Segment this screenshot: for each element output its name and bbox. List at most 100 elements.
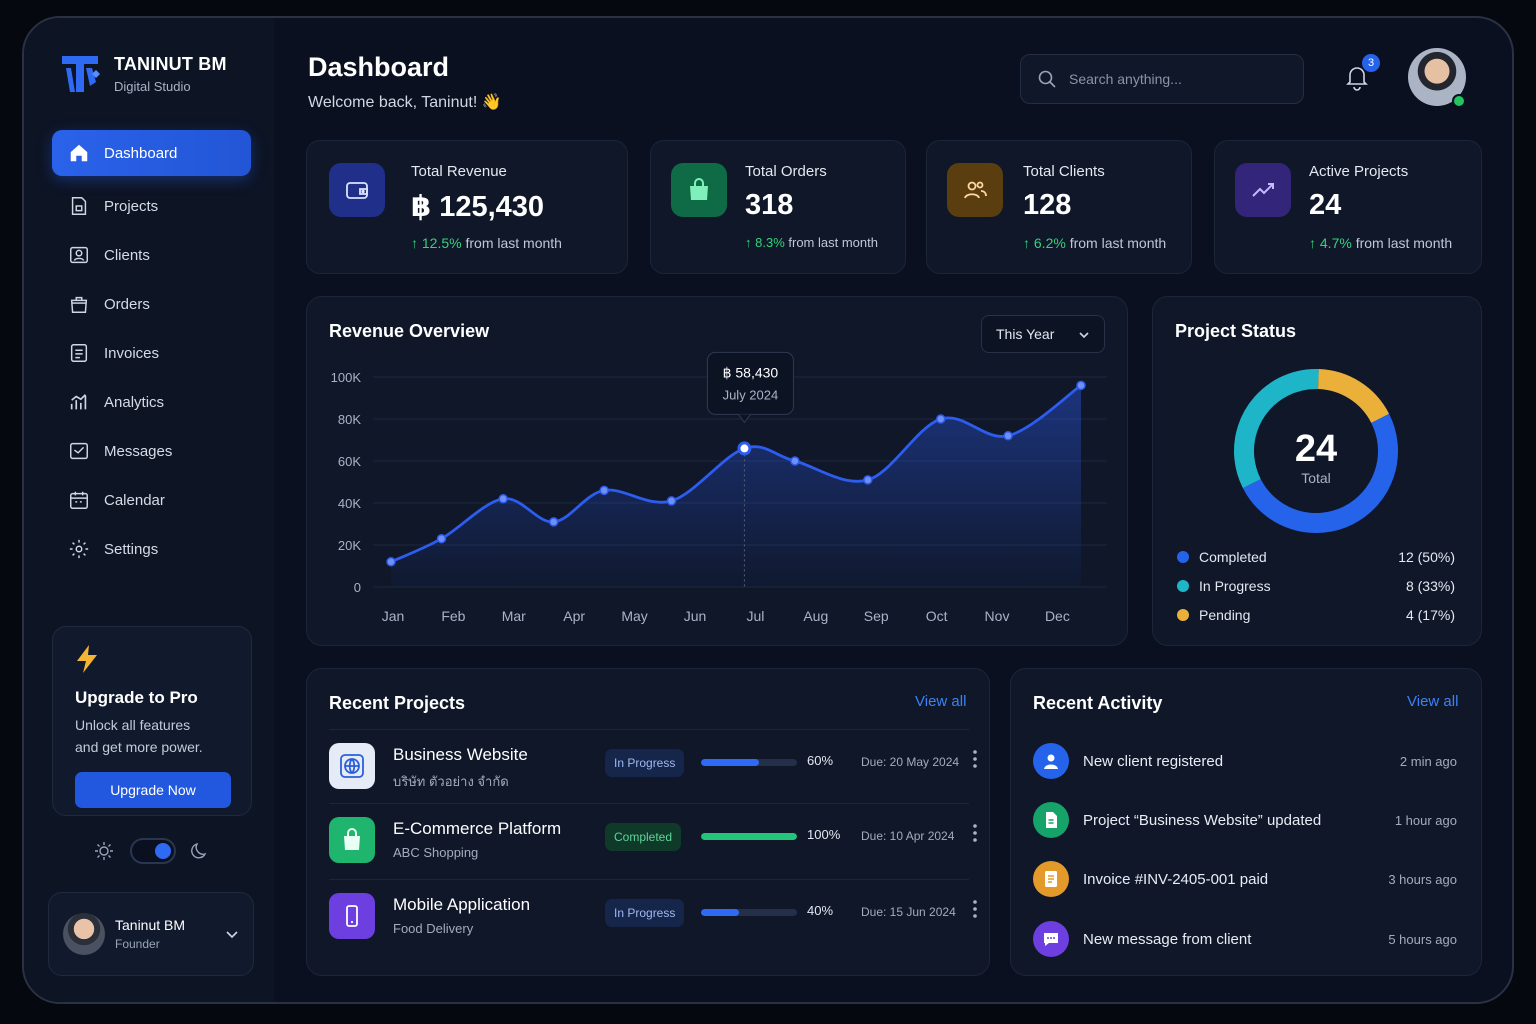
- user-card[interactable]: Taninut BM Founder: [48, 892, 254, 976]
- activity-time: 3 hours ago: [1388, 871, 1457, 887]
- chart-data-point[interactable]: [1076, 380, 1086, 391]
- chart-data-point[interactable]: [790, 456, 800, 466]
- legend-dot: [1177, 609, 1189, 621]
- panel-title: Recent Projects: [329, 693, 466, 713]
- stat-change: ↑ 4.7% from last month: [1309, 235, 1452, 251]
- gear-icon: [69, 539, 89, 559]
- y-tick-label: 100K: [331, 370, 362, 385]
- arrow-up-icon: ↑: [411, 235, 422, 251]
- chart-data-point[interactable]: [436, 533, 447, 544]
- progress-bar-fill: [701, 833, 797, 840]
- upgrade-now-button[interactable]: Upgrade Now: [75, 772, 231, 808]
- y-tick-label: 20K: [338, 538, 361, 553]
- table-row[interactable]: Business Website บริษัท ตัวอย่าง จำกัด I…: [329, 735, 979, 805]
- bag-icon: [344, 828, 360, 850]
- more-options-icon[interactable]: [969, 897, 981, 921]
- x-tick-label: Aug: [803, 608, 828, 624]
- sun-icon[interactable]: [94, 841, 114, 861]
- more-options-icon[interactable]: [969, 821, 981, 845]
- x-tick-label: Jul: [746, 608, 764, 624]
- list-item[interactable]: New message from client 5 hours ago: [1033, 919, 1457, 959]
- chart-data-point[interactable]: [737, 441, 752, 456]
- sidebar-item-invoices[interactable]: Invoices: [52, 330, 251, 376]
- brand[interactable]: TANINUT BM Digital Studio: [60, 50, 227, 98]
- search-input[interactable]: [1069, 71, 1289, 87]
- y-tick-label: 80K: [338, 412, 361, 427]
- chart-data-point[interactable]: [1003, 431, 1013, 441]
- list-item[interactable]: Invoice #INV-2405-001 paid 3 hours ago: [1033, 859, 1457, 899]
- sidebar-item-settings[interactable]: Settings: [52, 526, 251, 572]
- stat-change-value: 4.7%: [1319, 235, 1352, 251]
- panel-title: Project Status: [1175, 321, 1297, 341]
- upgrade-text: Unlock all features and get more power.: [75, 714, 229, 758]
- project-client: ABC Shopping: [393, 845, 479, 860]
- chart-data-point[interactable]: [936, 414, 946, 424]
- legend-value: 8 (33%): [1405, 578, 1455, 594]
- activity-icon: [1033, 802, 1069, 838]
- bell-icon[interactable]: [1342, 62, 1372, 92]
- x-tick-label: Feb: [441, 608, 465, 624]
- status-badge: In Progress: [605, 749, 685, 777]
- legend-label: In Progress: [1199, 578, 1271, 594]
- stat-change: ↑ 6.2% from last month: [1023, 235, 1166, 251]
- recent-projects-panel: Recent Projects View all Business Websit…: [306, 668, 990, 976]
- sidebar-item-clients[interactable]: Clients: [52, 232, 251, 278]
- donut-total-label: Total: [1301, 470, 1331, 486]
- stat-label: Total Orders: [745, 163, 827, 180]
- donut-segment-pending[interactable]: [1219, 354, 1413, 548]
- chart-data-point[interactable]: [599, 485, 609, 496]
- sidebar-item-calendar[interactable]: Calendar: [52, 477, 251, 523]
- chart-data-point[interactable]: [666, 496, 677, 506]
- user-role: Founder: [115, 937, 160, 951]
- project-icon: [329, 743, 375, 789]
- activity-icon: [1033, 743, 1069, 779]
- chart-data-point[interactable]: [548, 517, 559, 527]
- progress-bar: [701, 759, 797, 766]
- chart-data-point[interactable]: [498, 494, 508, 504]
- chart-data-point[interactable]: [863, 475, 873, 485]
- y-tick-label: 0: [354, 580, 361, 595]
- legend-item-in-progress: In Progress 8 (33%): [1177, 578, 1455, 594]
- chevron-down-icon[interactable]: [225, 927, 239, 941]
- view-all-projects-link[interactable]: View all: [915, 693, 967, 710]
- stat-card-total-orders: Total Orders 318 ↑ 8.3% from last month: [650, 140, 906, 274]
- sidebar-item-label: Calendar: [104, 491, 165, 509]
- date-range-dropdown[interactable]: This Year: [981, 315, 1105, 353]
- project-status-panel: Project Status 24 Total Completed 12 (50…: [1152, 296, 1482, 646]
- theme-switcher: [94, 838, 210, 864]
- x-tick-label: Nov: [985, 608, 1010, 624]
- more-options-icon[interactable]: [969, 747, 981, 771]
- status-badge: In Progress: [605, 899, 685, 927]
- upgrade-text-line: Unlock all features: [75, 717, 191, 733]
- stat-change-value: 8.3%: [755, 235, 785, 250]
- project-status-donut: 24 Total: [1219, 354, 1413, 548]
- list-item[interactable]: New client registered 2 min ago: [1033, 741, 1457, 781]
- toggle-knob: [155, 843, 171, 859]
- list-item[interactable]: Project “Business Website” updated 1 hou…: [1033, 800, 1457, 840]
- sidebar-item-orders[interactable]: Orders: [52, 281, 251, 327]
- sidebar-item-projects[interactable]: Projects: [52, 183, 251, 229]
- stat-card-active-projects: Active Projects 24 ↑ 4.7% from last mont…: [1214, 140, 1482, 274]
- donut-segment-in-progress[interactable]: [1219, 354, 1413, 548]
- theme-toggle[interactable]: [130, 838, 176, 864]
- moon-icon[interactable]: [190, 841, 210, 861]
- table-row[interactable]: E-Commerce Platform ABC Shopping Complet…: [329, 809, 979, 879]
- chart-data-point[interactable]: [386, 557, 396, 567]
- sidebar-item-label: Invoices: [104, 344, 160, 362]
- sidebar-item-analytics[interactable]: Analytics: [52, 379, 251, 425]
- invoice-icon: [70, 344, 88, 362]
- x-tick-label: Jan: [382, 608, 405, 624]
- stat-icon: [1235, 163, 1291, 217]
- view-all-activity-link[interactable]: View all: [1407, 693, 1459, 710]
- sidebar-item-dashboard[interactable]: Dashboard: [52, 130, 251, 176]
- sidebar-item-messages[interactable]: Messages: [52, 428, 251, 474]
- project-client: Food Delivery: [393, 921, 474, 936]
- table-row[interactable]: Mobile Application Food Delivery In Prog…: [329, 885, 979, 955]
- bag-icon: [690, 178, 708, 200]
- app-window: TANINUT BM Digital Studio Dashboard Proj…: [22, 16, 1514, 1004]
- legend-value: 4 (17%): [1405, 607, 1455, 623]
- activity-text: New client registered: [1083, 752, 1224, 770]
- stat-icon: [329, 163, 385, 217]
- sidebar-item-label: Analytics: [104, 393, 165, 411]
- legend-item-pending: Pending 4 (17%): [1177, 607, 1455, 623]
